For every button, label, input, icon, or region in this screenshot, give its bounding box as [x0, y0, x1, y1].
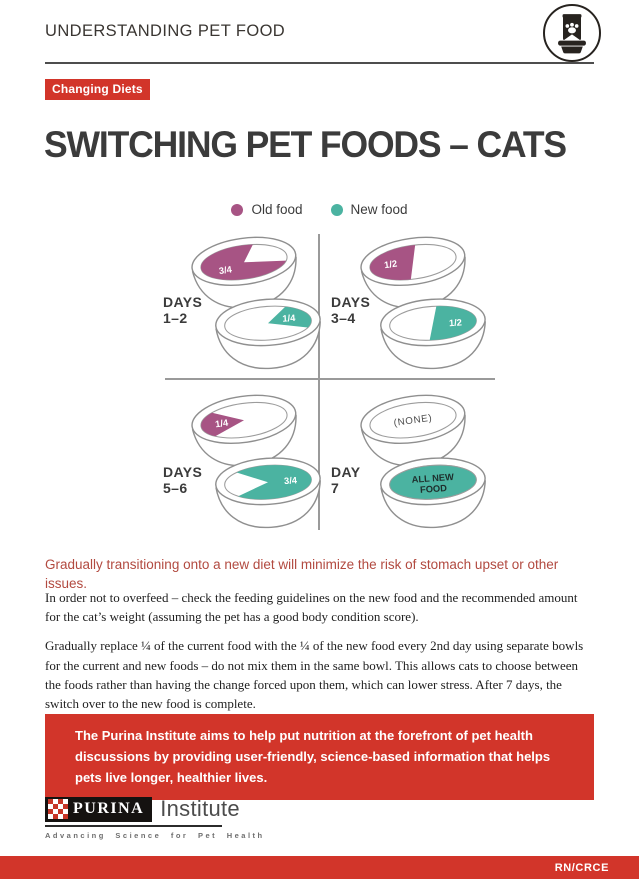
purina-checkerboard-icon	[48, 799, 68, 819]
svg-text:3/4: 3/4	[218, 264, 233, 276]
old-food-bowl: 3/4	[182, 232, 306, 319]
legend-item-new-food: New food	[330, 202, 408, 217]
quadrant-label-line2: 5–6	[163, 480, 188, 497]
transition-diagram: DAYS 1–2 3/4 1/4 DAYS 3–4	[160, 231, 497, 533]
quadrant-label: DAYS 3–4	[331, 294, 370, 326]
bottom-bar: RN/CRCE	[0, 856, 639, 879]
legend: Old food New food	[0, 202, 639, 217]
svg-text:1/2: 1/2	[384, 259, 398, 271]
quadrant-days-5-6: DAYS 5–6 1/4 3/4	[160, 378, 321, 533]
highlight-sentence: Gradually transitioning onto a new diet …	[45, 557, 559, 591]
empty-bowl: (NONE)	[351, 390, 475, 477]
pet-food-icon-graphic	[558, 14, 586, 54]
section-badge: Changing Diets	[45, 79, 150, 100]
logo-divider	[45, 825, 222, 827]
quadrant-day-7: DAY 7 (NONE) ALL NEWFOOD	[318, 378, 497, 533]
institute-wordmark: Institute	[160, 796, 240, 821]
quadrant-label-line2: 7	[331, 480, 340, 497]
old-food-bowl: 1/4	[182, 390, 306, 477]
paragraph-gradual-replacement: Gradually replace ¼ of the current food …	[45, 638, 584, 712]
diagram-vertical-divider	[318, 234, 320, 530]
logo-tagline: Advancing Science for Pet Health	[45, 830, 265, 840]
purina-institute-callout: The Purina Institute aims to help put nu…	[45, 714, 594, 801]
quadrant-days-1-2: DAYS 1–2 3/4 1/4	[160, 231, 321, 378]
quadrant-label-line2: 1–2	[163, 310, 188, 327]
document-code: RN/CRCE	[554, 861, 609, 874]
quadrant-label-line1: DAY	[331, 464, 361, 480]
quadrant-label-line2: 3–4	[331, 310, 356, 327]
quadrant-label: DAY 7	[331, 464, 360, 496]
header-divider	[45, 62, 594, 64]
purina-wordmark: PURINA	[73, 800, 145, 817]
svg-text:(NONE): (NONE)	[393, 413, 433, 429]
legend-label-old-food: Old food	[251, 202, 303, 217]
quadrant-label-line1: DAYS	[163, 464, 203, 480]
logo-row: PURINA Institute	[45, 796, 265, 822]
diagram-horizontal-divider	[165, 378, 495, 380]
legend-label-new-food: New food	[350, 202, 408, 217]
legend-item-old-food: Old food	[231, 202, 303, 217]
paragraph-feeding-guidelines: In order not to overfeed – check the fee…	[45, 590, 578, 625]
svg-text:1/2: 1/2	[449, 317, 463, 328]
pet-food-bag-and-bowl-icon	[543, 4, 601, 62]
old-food-bowl: 1/2	[351, 232, 475, 319]
purina-logo-box: PURINA	[45, 796, 153, 822]
page-title: SWITCHING PET FOODS – CATS	[44, 124, 567, 165]
quadrant-label: DAYS 1–2	[163, 294, 202, 326]
quadrant-label-line1: DAYS	[331, 294, 371, 310]
old-food-dot-icon	[231, 203, 244, 216]
new-food-bowl: 1/2	[371, 293, 495, 380]
new-food-dot-icon	[330, 203, 343, 216]
new-food-bowl: 1/4	[206, 293, 330, 380]
all-new-food-bowl: ALL NEWFOOD	[371, 452, 495, 539]
purina-institute-logo: PURINA Institute Advancing Science for P…	[45, 796, 265, 840]
svg-text:1/4: 1/4	[215, 417, 230, 429]
svg-text:ALL NEWFOOD: ALL NEWFOOD	[411, 472, 455, 496]
body-copy: In order not to overfeed – check the fee…	[45, 588, 594, 753]
quadrant-days-3-4: DAYS 3–4 1/2 1/2	[318, 231, 497, 378]
new-food-bowl: 3/4	[206, 452, 330, 539]
svg-text:1/4: 1/4	[282, 313, 296, 324]
header-title: UNDERSTANDING PET FOOD	[45, 22, 286, 40]
quadrant-label-line1: DAYS	[163, 294, 203, 310]
svg-text:3/4: 3/4	[284, 475, 298, 486]
quadrant-label: DAYS 5–6	[163, 464, 202, 496]
